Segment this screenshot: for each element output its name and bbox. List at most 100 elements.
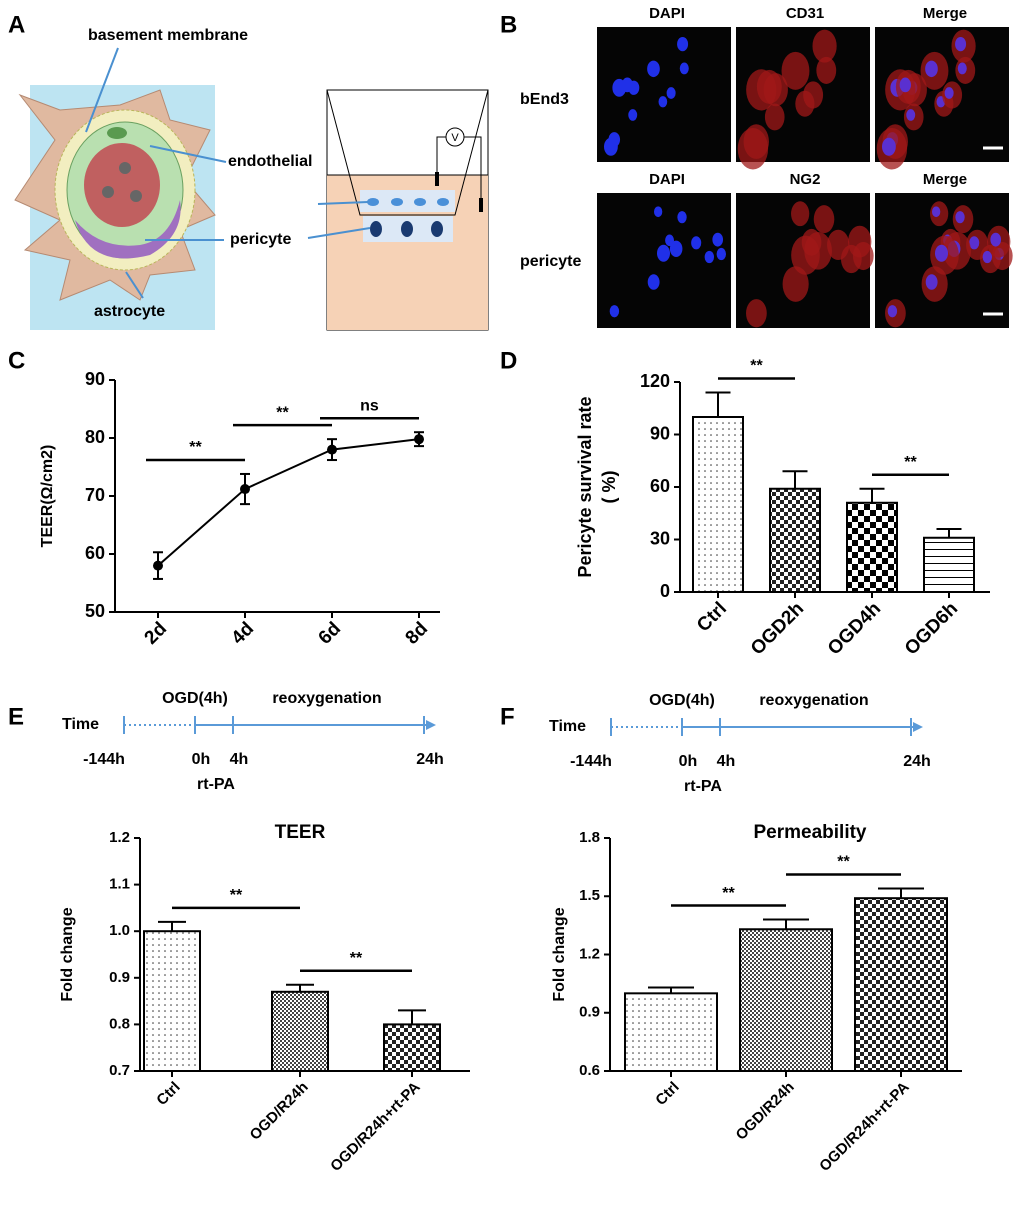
nucleus: [925, 274, 938, 290]
column-label: NG2: [790, 171, 821, 188]
nucleus: [887, 305, 898, 318]
x-tick-label: 4d: [228, 618, 259, 649]
y-tick-label: 1.2: [109, 829, 130, 846]
row-label: pericyte: [520, 253, 581, 270]
nucleus: [609, 305, 620, 318]
nucleus: [654, 206, 663, 218]
significance-label: **: [750, 358, 763, 375]
nucleus: [621, 77, 633, 93]
nucleus: [691, 236, 702, 250]
y-axis-label: Pericyte survival rate: [575, 396, 595, 577]
cell-stain: [756, 69, 782, 104]
y-tick-label: 120: [640, 371, 670, 391]
x-tick-label: 6d: [315, 618, 346, 649]
timeline-axis-label: Time: [62, 716, 99, 733]
nucleus: [934, 244, 949, 262]
x-tick-label: OGD/R24h: [247, 1079, 312, 1144]
cell-stain: [737, 128, 769, 170]
x-tick-label: 2d: [141, 618, 172, 649]
diagram-label: endothelial: [228, 153, 312, 170]
nucleus: [677, 36, 689, 52]
y-tick-label: 0: [660, 581, 670, 601]
panel-label: F: [500, 703, 515, 730]
nucleus: [669, 240, 683, 257]
y-tick-label: 1.5: [579, 887, 600, 904]
x-tick-label: 8d: [402, 618, 433, 649]
cell-stain: [791, 201, 810, 227]
nucleus: [603, 137, 618, 156]
timeline-arrow: [913, 722, 923, 732]
nucleus: [906, 109, 916, 121]
y-tick-label: 70: [85, 485, 105, 505]
chart-title: Permeability: [754, 822, 867, 843]
x-tick-label: OGD/R24h+rt-PA: [327, 1078, 424, 1175]
nucleus: [899, 77, 911, 93]
column-label: DAPI: [649, 5, 685, 22]
y-tick-label: 1.1: [109, 876, 130, 893]
cell-stain: [782, 266, 809, 302]
panel-label: A: [8, 11, 25, 38]
x-tick-label: Ctrl: [153, 1079, 183, 1109]
y-axis-label: Fold change: [59, 907, 76, 1001]
nucleus: [712, 232, 724, 247]
cell-stain: [803, 81, 824, 109]
cell-stain: [813, 205, 835, 234]
nucleus: [944, 87, 954, 99]
point: [414, 434, 424, 445]
column-label: Merge: [923, 171, 967, 188]
column-label: DAPI: [649, 171, 685, 188]
y-tick-label: 1.8: [579, 829, 600, 846]
significance-label: **: [276, 404, 289, 421]
y-tick-label: 50: [85, 601, 105, 621]
nucleus: [932, 206, 941, 218]
cell-stain: [764, 103, 785, 131]
bar: [383, 1023, 441, 1073]
nucleus: [647, 274, 660, 290]
cell-stain: [848, 225, 872, 258]
y-tick-label: 0.7: [109, 1062, 130, 1079]
timeline-tick-label: 4h: [230, 751, 249, 768]
line: [157, 438, 420, 567]
y-tick-label: 80: [85, 427, 105, 447]
y-tick-label: 0.6: [579, 1062, 600, 1079]
lumen-shape: [84, 143, 160, 227]
bbb-diagram: V basement membrane endothelial pericyte…: [14, 27, 489, 331]
x-tick-label: OGD6h: [901, 598, 962, 659]
y-tick-label: 60: [650, 476, 670, 496]
nucleus: [647, 60, 660, 78]
bar: [739, 928, 833, 1073]
y-axis-unit: ( %): [599, 471, 619, 504]
bar: [692, 416, 744, 593]
bar: [143, 930, 201, 1073]
nucleus: [628, 109, 638, 121]
y-tick-label: 1.0: [109, 922, 130, 939]
y-tick-label: 30: [650, 528, 670, 548]
y-tick-label: 0.8: [109, 1015, 130, 1032]
timeline-tick-label: 0h: [679, 753, 698, 770]
pericyte-shape: [75, 200, 181, 259]
x-tick-label: OGD2h: [747, 598, 808, 659]
column-label: CD31: [786, 5, 824, 22]
y-tick-label: 0.9: [109, 969, 130, 986]
timeline-tick-label: -144h: [83, 751, 125, 768]
chart-title: TEER: [275, 822, 326, 843]
y-tick-label: 90: [85, 369, 105, 389]
nucleus: [957, 62, 967, 75]
panel-label: D: [500, 347, 517, 374]
cell-stain: [812, 29, 837, 63]
nucleus: [925, 60, 938, 78]
panel-label: B: [500, 11, 517, 38]
nucleus: [990, 232, 1002, 247]
bar: [923, 536, 975, 593]
timeline-tick-label: 24h: [903, 753, 931, 770]
x-tick-label: OGD/R24h+rt-PA: [816, 1078, 913, 1175]
timeline-axis-label: Time: [549, 718, 586, 735]
panel-label: C: [8, 347, 25, 374]
nucleus: [881, 137, 896, 156]
significance-label: **: [904, 454, 917, 471]
bar: [624, 992, 718, 1072]
diagram-label: astrocyte: [94, 303, 165, 320]
timeline-tick-label: 24h: [416, 751, 444, 768]
cell-stain: [791, 235, 820, 275]
y-tick-label: 0.9: [579, 1004, 600, 1021]
